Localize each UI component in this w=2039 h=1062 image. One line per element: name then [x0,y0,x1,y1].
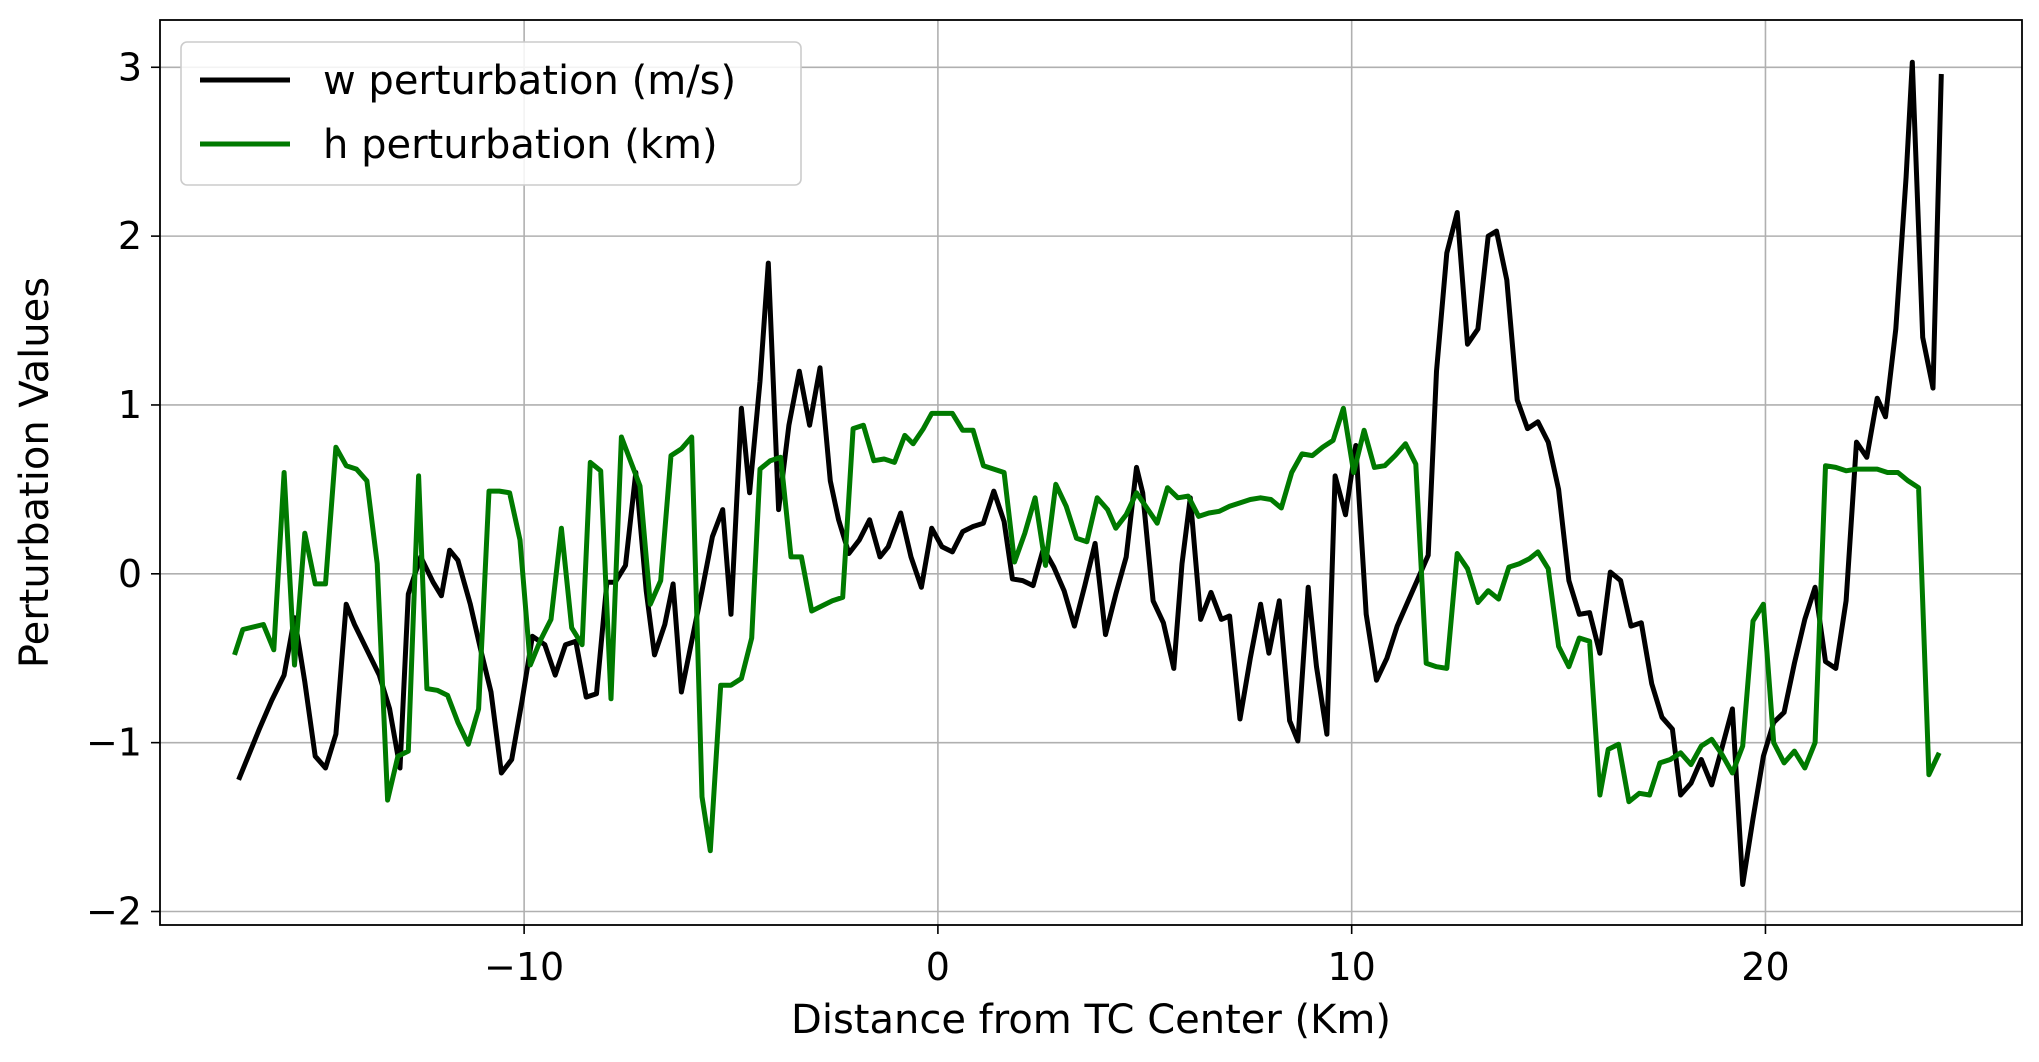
legend-label: w perturbation (m/s) [323,58,736,104]
y-tick-label: −1 [86,721,142,765]
series-line-h-perturbation [232,405,1942,854]
y-tick-label: 0 [118,552,142,596]
y-tick-label: −2 [86,889,142,933]
plot-series [232,59,1944,887]
x-tick-label: −10 [484,945,564,989]
x-tick-label: 20 [1741,945,1789,989]
y-tick-label: 1 [118,383,142,427]
y-tick-label: 3 [118,45,142,89]
x-tick-label: 0 [926,945,950,989]
y-tick-label: 2 [118,214,142,258]
legend: w perturbation (m/s) h perturbation (km) [180,41,802,186]
x-axis-label: Distance from TC Center (Km) [791,997,1391,1043]
legend-box [180,41,802,186]
x-tick-label: 10 [1328,945,1376,989]
y-axis-label: Perturbation Values [12,277,58,668]
plot-frame [159,19,2023,926]
series-line-w-perturbation [236,59,1944,887]
legend-label: h perturbation (km) [323,122,718,168]
